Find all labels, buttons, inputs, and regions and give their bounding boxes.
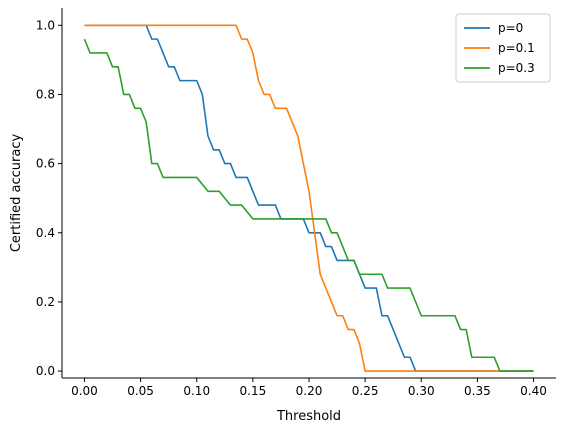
- legend-label: p=0.1: [498, 41, 535, 55]
- series-line-p-0-1: [84, 24, 534, 372]
- y-axis-label: Certified accuracy: [9, 134, 24, 253]
- y-tick-label: 0.4: [36, 226, 55, 240]
- x-tick-label: 0.00: [71, 384, 98, 398]
- series-lines: [83, 24, 534, 372]
- x-axis-label: Threshold: [276, 409, 341, 424]
- legend-box: [455, 13, 551, 83]
- x-tick-label: 0.35: [464, 384, 491, 398]
- axes: 0.00 0.05 0.10 0.15 0.20 0.25 0.30 0.35 0.40 0.0 0…: [36, 8, 556, 398]
- x-tick-label: 0.40: [520, 384, 547, 398]
- x-tick-label: 0.25: [352, 384, 379, 398]
- legend-label: p=0.3: [498, 61, 535, 75]
- series-line-p-0-3: [83, 38, 534, 372]
- x-tick-label: 0.05: [127, 384, 154, 398]
- x-tick-label: 0.30: [408, 384, 435, 398]
- y-tick-label: 0.0: [36, 364, 55, 378]
- x-tick-label: 0.15: [240, 384, 267, 398]
- y-tick-label: 0.6: [36, 157, 55, 171]
- x-tick-label: 0.10: [183, 384, 210, 398]
- x-tick-label: 0.20: [296, 384, 323, 398]
- y-tick-label: 0.2: [36, 295, 55, 309]
- y-tick-label: 1.0: [36, 18, 55, 32]
- legend-label: p=0: [498, 21, 523, 35]
- y-tick-label: 0.8: [36, 87, 55, 101]
- legend: p=0 p=0.1 p=0.3: [455, 13, 551, 83]
